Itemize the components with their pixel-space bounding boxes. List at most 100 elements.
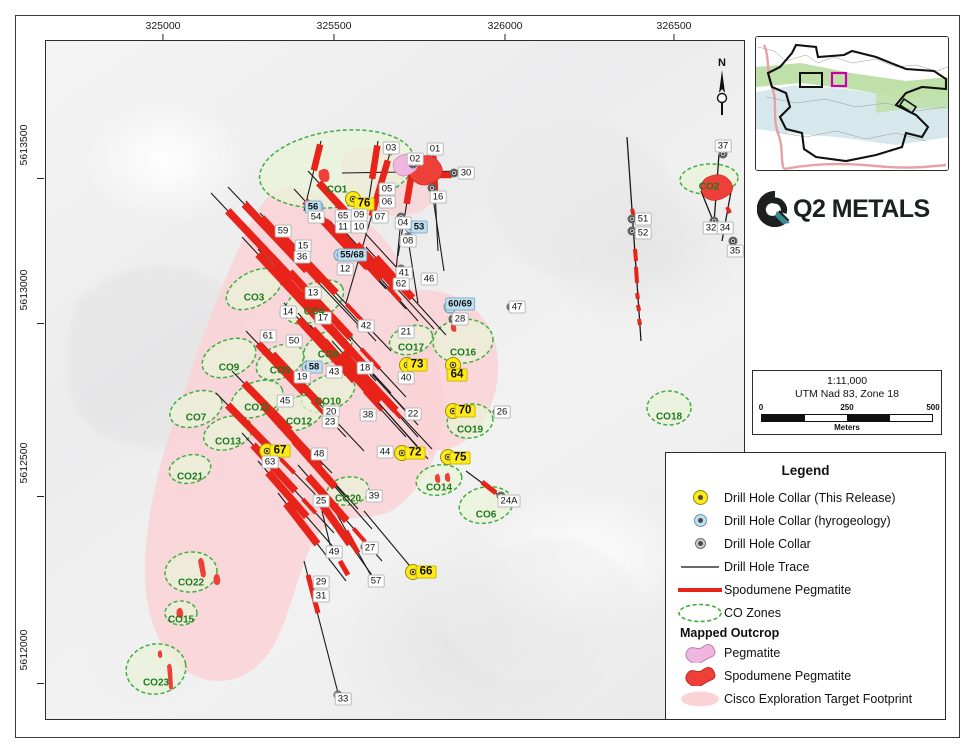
co-zone-label: CO3 — [243, 292, 265, 304]
drill-hole-label: 75 — [449, 451, 471, 465]
drill-hole-label: 06 — [378, 195, 396, 209]
spodumene-pegmatite-intercept — [635, 292, 640, 300]
drill-hole-label: 43 — [325, 365, 343, 379]
co-zone-icon — [676, 603, 724, 623]
drill-hole-label: 60/69 — [445, 297, 475, 311]
drill-hole-label: 70 — [454, 404, 476, 418]
drill-hole-label: 11 — [335, 220, 351, 234]
scale-bar-box: 1:11,000 UTM Nad 83, Zone 18 0 250 500 M… — [752, 370, 942, 435]
svg-text:N: N — [718, 57, 726, 69]
collar-grey-icon — [676, 538, 724, 549]
drill-hole-label: 20 — [322, 405, 340, 419]
co-zone-label: CO15 — [167, 614, 195, 626]
drill-hole-label: 24A — [497, 494, 521, 508]
co-zone-label: CO17 — [397, 342, 425, 354]
drill-hole-label: 42 — [357, 319, 375, 333]
legend-item-footprint: Cisco Exploration Target Footprint — [676, 687, 935, 710]
q2-logo-icon — [757, 191, 790, 227]
x-tick: 326500 — [656, 20, 692, 41]
drill-hole-label: 28 — [451, 312, 469, 326]
footprint-icon — [676, 690, 724, 708]
drill-hole-label: 25 — [312, 494, 330, 508]
co-zone — [646, 390, 692, 426]
drill-hole-label: 39 — [365, 489, 383, 503]
drill-hole-label: 47 — [508, 300, 526, 314]
drill-hole-label: 22 — [404, 407, 422, 421]
company-logo: Q2 METALS — [757, 188, 947, 230]
collar-blue-icon — [676, 514, 724, 527]
co-zone-label: CO14 — [425, 482, 453, 494]
drill-hole-label: 04 — [394, 216, 412, 230]
drill-hole-label: 59 — [274, 224, 292, 238]
drill-hole-label: 67 — [269, 444, 291, 458]
drill-hole-label: 40 — [397, 371, 415, 385]
drill-hole-label: 66 — [415, 565, 437, 579]
spodumene-pegmatite-intercept — [359, 347, 382, 370]
pegmatite-line-icon — [676, 585, 724, 595]
drill-hole-label: 05 — [378, 182, 396, 196]
spodumene-pegmatite-intercept — [265, 470, 310, 520]
spodumene-pegmatite-intercept — [368, 145, 381, 180]
y-tick: 5612500 — [18, 442, 30, 484]
drill-hole-label: 62 — [392, 277, 410, 291]
legend-item-co-zones: CO Zones — [676, 601, 935, 624]
scale-bar — [761, 414, 933, 422]
drill-hole-label: 51 — [634, 212, 652, 226]
map-canvas[interactable]: N 01 02 03 30 05 06 16 76 56 54 65 09 11 10 07 04 53 08 59… — [45, 40, 745, 720]
spodumene-pegmatite-intercept — [633, 248, 638, 262]
drill-hole-label: 50 — [285, 334, 303, 348]
co-zone-label: CO20 — [334, 493, 362, 505]
drill-hole-label: 52 — [634, 226, 652, 240]
spodumene-pegmatite-intercept — [480, 480, 498, 495]
co-zone-label: CO10 — [314, 396, 342, 408]
legend-item-collar-this-release: Drill Hole Collar (This Release) — [676, 486, 935, 509]
drill-hole-label: 73 — [406, 358, 428, 372]
drill-hole-label: 21 — [397, 325, 415, 339]
co-zone-label: CO16 — [449, 347, 477, 359]
spodumene-pegmatite-intercept — [351, 527, 367, 544]
outcrop-spodumene-icon — [676, 666, 724, 686]
co-zone-label: CO18 — [655, 411, 683, 423]
x-tick: 325500 — [316, 20, 352, 41]
spodumene-pegmatite-intercept — [321, 338, 382, 406]
x-tick: 326000 — [487, 20, 523, 41]
inset-locator-map[interactable] — [755, 36, 949, 171]
drill-hole-label: 61 — [259, 329, 277, 343]
spodumene-pegmatite-intercept — [318, 501, 354, 547]
north-arrow-icon: N — [716, 57, 728, 115]
drill-hole-label: 17 — [314, 311, 332, 325]
drill-hole-label: 36 — [293, 250, 311, 264]
legend-item-collar: Drill Hole Collar — [676, 532, 935, 555]
drill-hole-label: 30 — [457, 166, 475, 180]
drill-hole-label: 72 — [404, 446, 426, 460]
drill-hole-label: 46 — [420, 272, 438, 286]
scale-datum: UTM Nad 83, Zone 18 — [795, 388, 899, 400]
co-zone-label: CO13 — [214, 436, 242, 448]
y-tick: 5613000 — [18, 269, 30, 311]
collar-yellow-icon — [676, 490, 724, 505]
drill-hole-label: 26 — [493, 405, 511, 419]
co-zone-label: CO22 — [177, 577, 205, 589]
legend-item-outcrop-pegmatite: Pegmatite — [676, 641, 935, 664]
drill-hole-label: 34 — [716, 221, 734, 235]
spodumene-pegmatite-intercept — [287, 269, 354, 340]
scale-units: Meters — [834, 423, 860, 432]
drill-hole-label: 37 — [714, 139, 732, 153]
drill-hole-label: 53 — [410, 220, 428, 234]
drill-hole-label: 01 — [426, 142, 444, 156]
co-zone — [169, 389, 223, 429]
co-zone-label: CO9 — [218, 362, 240, 374]
legend-subheading-mapped-outcrop: Mapped Outcrop — [680, 626, 780, 640]
co-zone-label: CO19 — [456, 424, 484, 436]
spodumene-pegmatite-intercept — [301, 497, 318, 515]
co-zone — [432, 318, 494, 364]
hillshade-layer — [67, 122, 680, 712]
co-zone-label: CO4 — [303, 306, 325, 318]
drill-hole-label: 55/68 — [337, 248, 367, 262]
spodumene-pegmatite-intercept — [291, 438, 338, 490]
spodumene-pegmatite-intercept — [225, 208, 295, 282]
drill-hole-label: 12 — [336, 262, 354, 276]
co-zone-label: CO21 — [176, 471, 204, 483]
scale-tick-labels: 0 250 500 — [758, 403, 940, 412]
spodumene-pegmatite-intercept — [279, 457, 296, 475]
